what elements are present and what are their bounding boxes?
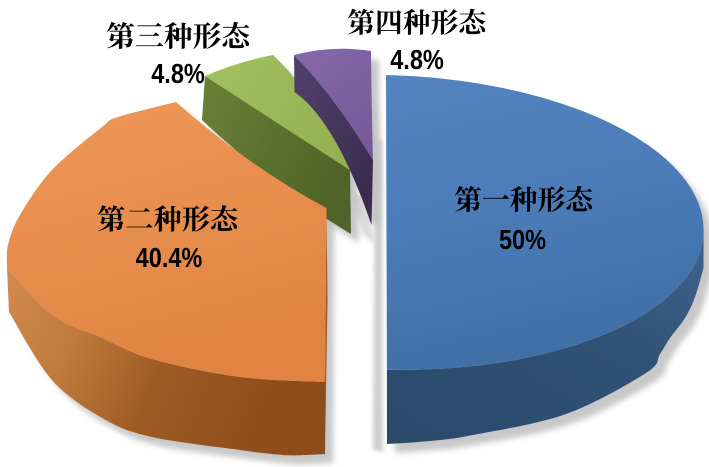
svg-text:4.8%: 4.8% (390, 45, 444, 75)
svg-text:40.4%: 40.4% (136, 243, 203, 273)
svg-text:50%: 50% (499, 225, 546, 255)
svg-text:4.8%: 4.8% (151, 59, 205, 89)
